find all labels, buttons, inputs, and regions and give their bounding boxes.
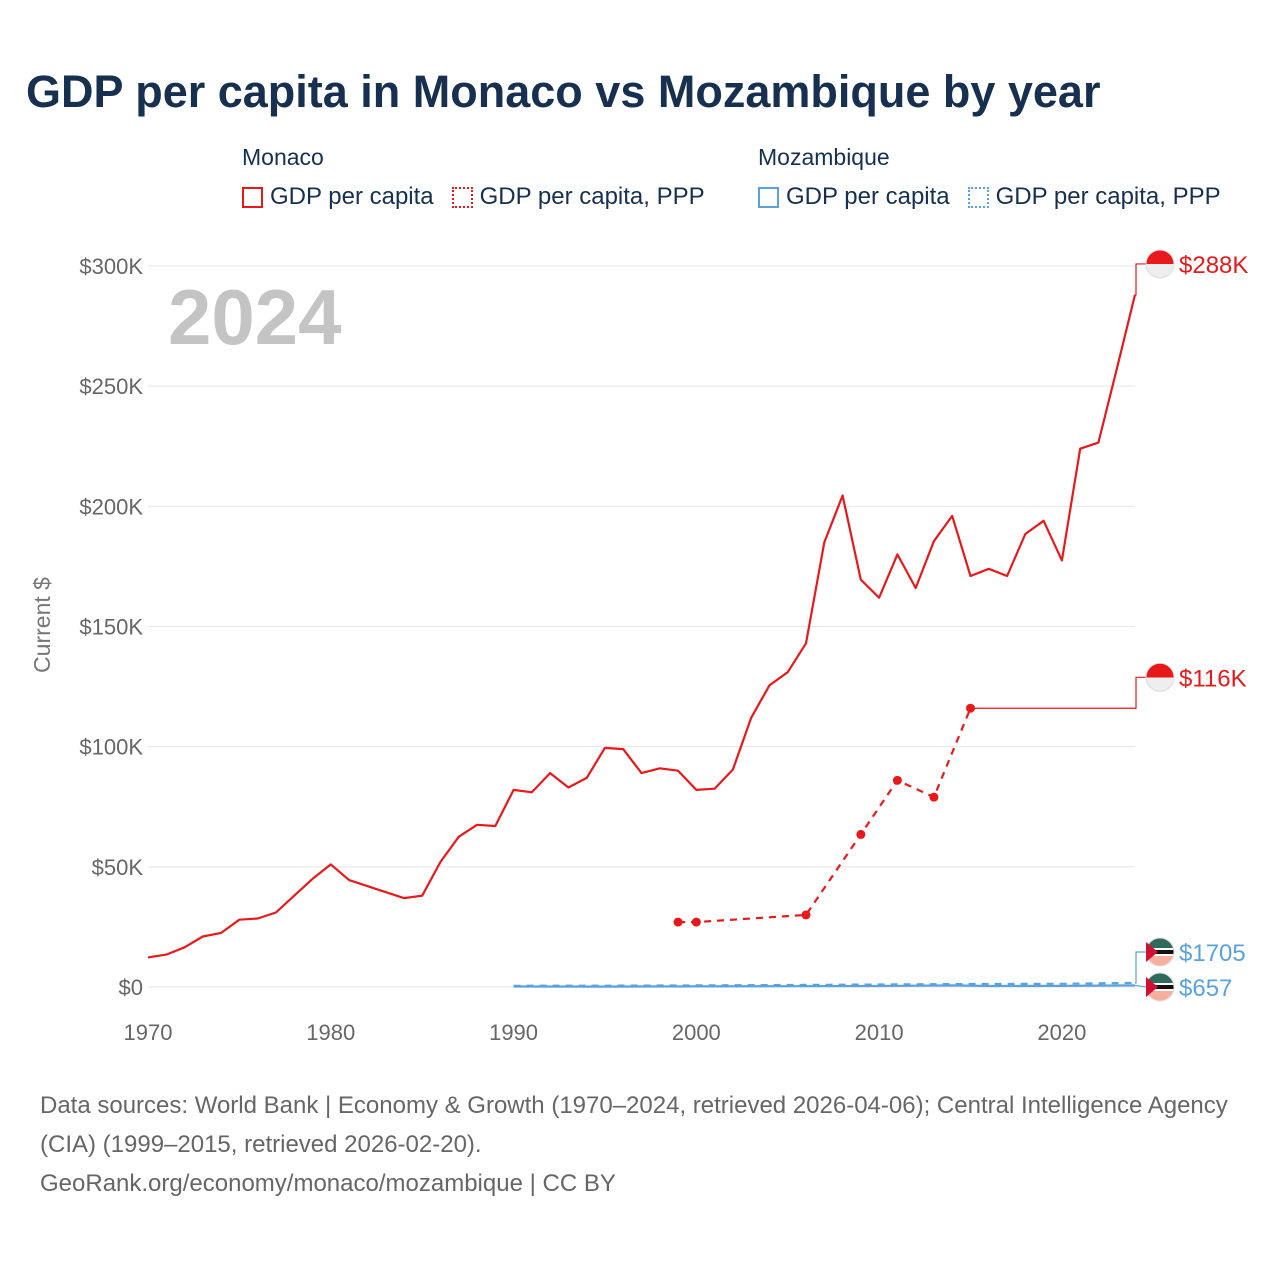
x-tick-label: 2020 [1037, 1020, 1086, 1045]
legend-swatch-solid [242, 186, 263, 208]
legend-item-label: GDP per capita [786, 183, 950, 210]
y-tick-label: $300K [79, 254, 143, 279]
chart-title: GDP per capita in Monaco vs Mozambique b… [26, 66, 1101, 117]
leader-line [1135, 263, 1146, 296]
legend-swatch-dotted [967, 186, 989, 208]
flag-triangle [1146, 942, 1158, 962]
x-tick-label: 1970 [124, 1020, 173, 1045]
x-tick-label: 1980 [306, 1020, 355, 1045]
legend-group-mozambique: Mozambique GDP per capita GDP per capita… [758, 144, 1239, 211]
flag-triangle [1146, 977, 1158, 997]
y-axis-title: Current $ [29, 577, 55, 673]
monaco-flag-icon [1145, 662, 1175, 692]
legend-country-label: Mozambique [758, 144, 890, 170]
legend-item-label: GDP per capita, PPP [479, 183, 705, 210]
data-point [892, 775, 902, 785]
legend-swatch-solid [758, 186, 779, 208]
legend-country-label: Monaco [242, 144, 324, 170]
series-line-monaco-gdp-per-capita-ppp [678, 707, 972, 924]
x-tick-label: 1990 [489, 1020, 538, 1045]
y-tick-label: $200K [79, 494, 143, 519]
series-line-mozambique-gdp-per-capita [513, 984, 1136, 988]
end-value-label: $657 [1179, 975, 1232, 1002]
source-link[interactable]: GeoRank.org/economy/monaco/mozambique | … [40, 1170, 616, 1197]
leader-line [1134, 984, 1147, 988]
data-point [691, 917, 701, 927]
legend-item-label: GDP per capita, PPP [995, 183, 1221, 210]
end-value-label: $288K [1179, 252, 1248, 279]
y-tick-label: $50K [92, 855, 144, 880]
data-point [801, 910, 811, 920]
legend-item-mozambique-gdp-ppp[interactable]: GDP per capita, PPP [967, 183, 1221, 211]
leader-line [970, 676, 1146, 709]
leader-line [1135, 951, 1146, 984]
data-point [856, 829, 866, 839]
data-sources: Data sources: World Bank | Economy & Gro… [40, 1092, 1228, 1158]
monaco-flag-icon [1145, 249, 1175, 279]
footer: Data sources: World Bank | Economy & Gro… [40, 1086, 1240, 1203]
y-tick-label: $100K [79, 735, 143, 760]
legend-item-mozambique-gdp[interactable]: GDP per capita [758, 183, 950, 211]
legend-item-monaco-gdp-ppp[interactable]: GDP per capita, PPP [451, 183, 705, 211]
x-tick-label: 2000 [672, 1020, 721, 1045]
end-value-label: $116K [1179, 665, 1247, 692]
data-point [673, 917, 683, 927]
x-tick-label: 2010 [855, 1020, 904, 1045]
y-tick-label: $0 [119, 975, 143, 1000]
data-point [929, 792, 939, 802]
end-value-label: $1705 [1179, 940, 1246, 967]
year-overlay: 2024 [168, 273, 342, 361]
legend-item-label: GDP per capita [270, 183, 434, 210]
series-line-monaco-gdp-per-capita [147, 294, 1137, 959]
legend-item-monaco-gdp[interactable]: GDP per capita [242, 183, 434, 211]
y-tick-label: $150K [79, 615, 143, 640]
legend-group-monaco: Monaco GDP per capita GDP per capita, PP… [242, 144, 723, 211]
legend-swatch-dotted [451, 186, 473, 208]
y-tick-label: $250K [79, 374, 143, 399]
line-chart: $0 $50K $100K $150K $200K $250K $300K 1970 1980 1… [29, 249, 1248, 1045]
